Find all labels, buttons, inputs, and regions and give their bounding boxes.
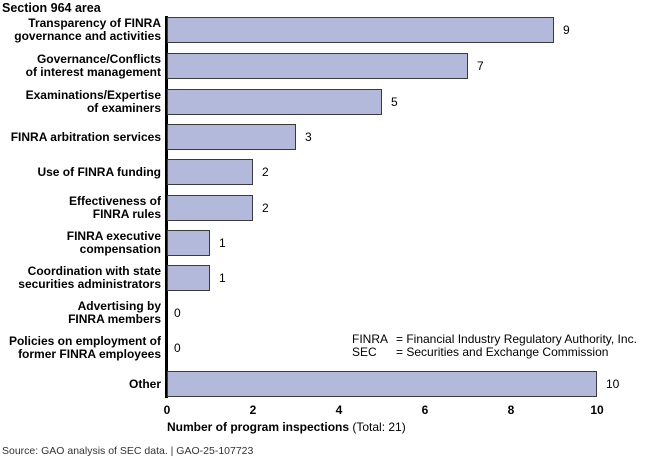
category-label-line: of interest management	[25, 65, 161, 79]
category-label-line: Use of FINRA funding	[37, 164, 161, 179]
category-label: Policies on employment of former FINRA em…	[9, 335, 161, 361]
category-label: Effectiveness of FINRA rules	[69, 195, 161, 221]
category-label: Governance/Conflicts of interest manageme…	[26, 53, 161, 79]
category-label-line: FINRA members	[68, 312, 161, 326]
abbreviation-legend: FINRA = Financial Industry Regulatory Aut…	[352, 333, 637, 358]
x-tick-label: 10	[590, 403, 604, 417]
category-label-line: Policies on employment of	[8, 334, 161, 348]
bar	[167, 371, 597, 397]
data-label: 1	[219, 236, 226, 250]
bar	[167, 53, 468, 79]
x-axis-label-main: Number of program inspections	[167, 420, 350, 434]
category-label-line: of examiners	[86, 101, 161, 115]
x-axis-label: Number of program inspections (Total: 21…	[167, 420, 406, 434]
x-tick-label: 4	[335, 403, 343, 417]
category-label-line: former FINRA employees	[18, 347, 161, 361]
data-label: 9	[563, 23, 570, 37]
bar	[167, 17, 554, 43]
category-label-line: Examinations/Expertise	[25, 88, 161, 102]
data-label: 2	[262, 165, 269, 179]
legend-abbr: FINRA	[352, 332, 388, 346]
category-label-line: Coordination with state	[27, 264, 161, 278]
x-axis-label-total: (Total: 21)	[352, 420, 406, 434]
category-label-line: Transparency of FINRA	[28, 16, 161, 30]
chart-title: Section 964 area	[2, 1, 101, 15]
x-tick-label: 6	[421, 403, 429, 417]
data-label: 5	[391, 95, 398, 109]
x-tick-label: 0	[163, 403, 171, 417]
category-label-line: Advertising by	[77, 299, 161, 313]
category-label: Transparency of FINRA governance and acti…	[14, 17, 161, 43]
category-label-line: Effectiveness of	[68, 194, 161, 208]
category-label: Use of FINRA funding	[37, 164, 161, 179]
legend-definition: = Financial Industry Regulatory Authorit…	[396, 332, 637, 346]
category-label-line: FINRA rules	[92, 207, 161, 221]
bar	[167, 230, 210, 256]
category-label-line: compensation	[79, 242, 161, 256]
data-label: 0	[174, 306, 181, 320]
category-label: Coordination with state securities admini…	[18, 265, 161, 291]
category-label-line: securities administrators	[18, 277, 161, 291]
data-label: 7	[477, 59, 484, 73]
data-label: 1	[219, 271, 226, 285]
x-tick-label: 2	[249, 403, 257, 417]
data-label: 10	[606, 377, 620, 391]
category-label: FINRA executive compensation	[67, 230, 161, 256]
category-label-line: governance and activities	[14, 29, 161, 43]
bar	[167, 195, 253, 221]
category-label: Other	[128, 376, 161, 391]
category-label-line: FINRA executive	[66, 229, 161, 243]
y-axis-line	[165, 16, 168, 398]
legend-item: SEC = Securities and Exchange Commission	[352, 344, 637, 359]
category-label-line: Other	[128, 376, 161, 391]
category-label: FINRA arbitration services	[10, 129, 161, 144]
bar	[167, 89, 382, 115]
source-note: Source: GAO analysis of SEC data. | GAO-…	[2, 445, 254, 457]
data-label: 2	[262, 201, 269, 215]
data-label: 3	[305, 130, 312, 144]
legend-definition: = Securities and Exchange Commission	[396, 344, 609, 359]
x-tick-label: 8	[507, 403, 515, 417]
bar	[167, 124, 296, 150]
data-label: 0	[174, 341, 181, 355]
bar	[167, 159, 253, 185]
category-label-line: Governance/Conflicts	[36, 52, 161, 66]
category-label: Examinations/Expertise of examiners	[26, 89, 161, 115]
legend-abbr: SEC	[352, 344, 377, 359]
bar	[167, 265, 210, 291]
category-label-line: FINRA arbitration services	[10, 129, 161, 144]
legend-item: FINRA = Financial Industry Regulatory Aut…	[352, 333, 637, 346]
category-label: Advertising by FINRA members	[68, 300, 161, 326]
